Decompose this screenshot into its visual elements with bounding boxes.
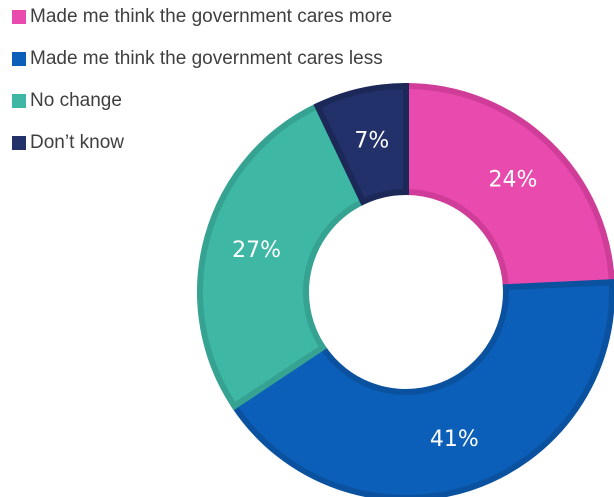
slice-dont-know <box>313 82 409 206</box>
legend-swatch-dont-know <box>12 136 26 150</box>
slice-cares-more <box>403 82 614 291</box>
slice-cares-less <box>230 279 614 497</box>
data-label-dont-know: 7% <box>354 128 389 153</box>
legend: Made me think the government cares more … <box>12 6 392 154</box>
legend-item-cares-more: Made me think the government cares more <box>12 6 392 28</box>
legend-swatch-no-change <box>12 94 26 108</box>
legend-label-no-change: No change <box>30 90 122 111</box>
data-label-cares-less: 41% <box>430 427 479 452</box>
legend-label-dont-know: Don’t know <box>30 132 124 153</box>
legend-label-cares-less: Made me think the government cares less <box>30 48 383 69</box>
legend-swatch-cares-less <box>12 52 26 66</box>
data-label-no-change: 27% <box>232 238 281 263</box>
legend-item-dont-know: Don’t know <box>12 132 392 154</box>
legend-label-cares-more: Made me think the government cares more <box>30 6 393 27</box>
legend-item-cares-less: Made me think the government cares less <box>12 48 392 70</box>
data-label-cares-more: 24% <box>489 167 538 192</box>
legend-item-no-change: No change <box>12 90 392 112</box>
slice-no-change <box>197 101 368 411</box>
legend-swatch-cares-more <box>12 10 26 24</box>
